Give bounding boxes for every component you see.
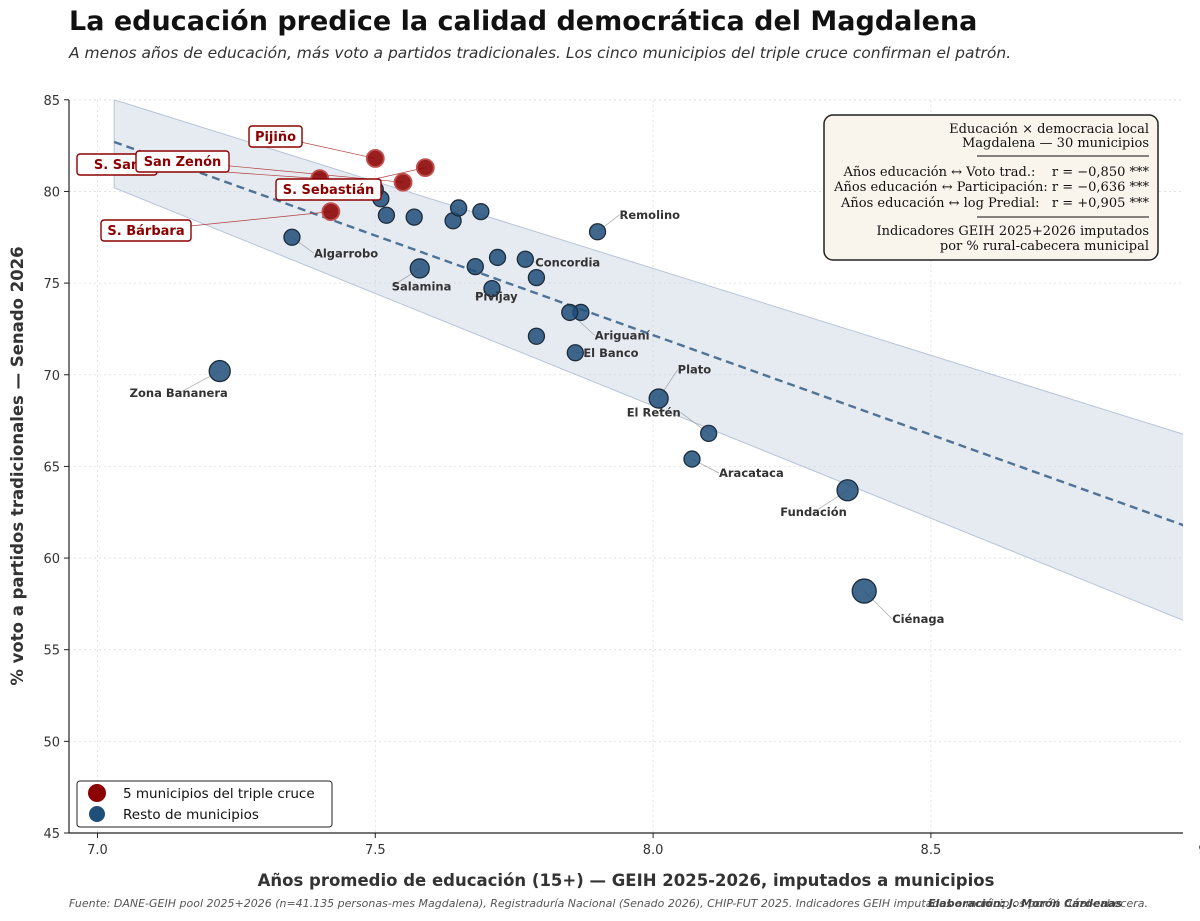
x-tick-labels: 7.07.58.08.59.09.510.010.5 — [87, 833, 1200, 858]
chart-title: La educación predice la calidad democrát… — [69, 6, 978, 37]
x-axis-label: Años promedio de educación (15+) — GEIH … — [258, 871, 995, 890]
grid-lines — [69, 99, 1183, 834]
stats-line-7: por % rural-cabecera municipal — [940, 239, 1149, 254]
legend: 5 municipios del triple cruce Resto de m… — [76, 780, 333, 828]
stats-line-1: Educación × democracia local — [949, 122, 1149, 137]
legend-marker-rest — [89, 806, 105, 822]
y-tick-label: 75 — [43, 277, 60, 292]
point-label: Salamina — [392, 279, 452, 293]
highlight-label-box — [248, 125, 303, 148]
data-point — [683, 450, 701, 468]
highlight-label: San Zenón — [144, 155, 222, 170]
highlight-point — [393, 172, 413, 192]
data-point — [466, 257, 484, 276]
y-tick-label: 70 — [43, 369, 60, 384]
x-tick-label: 8.0 — [643, 843, 664, 858]
point-label: Remolino — [620, 208, 681, 222]
highlight-label-box — [275, 178, 382, 201]
stats-line-3: Años educación ↔ Voto trad.: r = −0,850 … — [843, 165, 1150, 180]
highlight-point — [321, 202, 341, 222]
point-label: El Banco — [583, 346, 638, 360]
point-label: Aracataca — [719, 466, 784, 480]
y-tick-label: 50 — [43, 735, 60, 750]
data-point — [588, 223, 607, 241]
data-point — [527, 327, 546, 345]
credit-text: Elaboración: J. Morón Cárdenas — [928, 897, 1123, 910]
data-point — [472, 202, 490, 221]
point-label: Plato — [678, 363, 712, 377]
data-point — [488, 248, 507, 267]
point-label: Algarrobo — [314, 246, 378, 260]
x-tick-label: 7.0 — [87, 843, 108, 858]
highlight-point — [415, 158, 435, 178]
x-tick-label: 9.0 — [1198, 843, 1200, 858]
data-point — [700, 424, 718, 443]
data-point — [377, 206, 396, 224]
data-point — [561, 303, 579, 322]
point-label: El Retén — [627, 405, 681, 419]
highlight-label-box — [100, 219, 192, 242]
data-point — [283, 228, 301, 246]
legend-label-highlight: 5 municipios del triple cruce — [123, 786, 315, 802]
highlight-label: Pijiño — [255, 130, 296, 145]
y-tick-label: 65 — [43, 460, 60, 475]
data-point — [208, 359, 231, 383]
y-tick-labels: 45 50 55 60 65 70 75 80 85 — [43, 94, 69, 842]
data-point — [409, 258, 430, 279]
data-point — [527, 268, 546, 287]
data-point — [851, 578, 877, 604]
data-point — [405, 208, 423, 226]
y-tick-label: 60 — [43, 552, 60, 567]
highlight-label-box — [135, 150, 230, 173]
highlight-label: S. San — [94, 158, 140, 173]
data-point — [516, 250, 534, 268]
chart-subtitle: A menos años de educación, más voto a pa… — [69, 44, 1012, 62]
y-axis-label: % voto a partidos tradicionales — Senado… — [8, 246, 27, 685]
data-point — [566, 344, 584, 362]
point-label: Ariguaní — [595, 328, 651, 342]
stats-line-4: Años educación ↔ Participación: r = −0,6… — [833, 180, 1149, 195]
source-footnote: Fuente: DANE-GEIH pool 2025+2026 (n=41.1… — [69, 897, 1149, 910]
y-tick-label: 80 — [43, 185, 60, 200]
legend-frame — [76, 780, 333, 828]
point-label: Zona Bananera — [130, 386, 228, 400]
x-tick-label: 8.5 — [921, 843, 942, 858]
stats-box: Educación × democracia local Magdalena —… — [823, 114, 1159, 261]
stats-line-6: Indicadores GEIH 2025+2026 imputados — [876, 224, 1149, 239]
data-point — [483, 279, 501, 298]
regression-line — [113, 140, 1183, 527]
point-labels: PedrazaRemolinoAlgarroboSalaminaConcordi… — [76, 125, 944, 626]
point-label: Pivijay — [475, 290, 518, 304]
data-point — [648, 388, 669, 409]
highlight-label: S. Bárbara — [107, 224, 184, 239]
data-point — [449, 199, 468, 217]
y-tick-label: 55 — [43, 644, 60, 659]
y-tick-label: 85 — [43, 94, 60, 109]
stats-box-frame — [823, 114, 1159, 261]
point-label: Ciénaga — [892, 612, 944, 626]
data-point — [836, 479, 859, 502]
stats-line-2: Magdalena — 30 municipios — [962, 136, 1149, 151]
fit-line-layer — [113, 140, 1183, 527]
point-label: Concordia — [535, 255, 600, 269]
legend-label-rest: Resto de municipios — [123, 807, 259, 823]
highlight-point — [365, 149, 385, 168]
x-tick-label: 7.5 — [365, 843, 386, 858]
stats-line-5: Años educación ↔ log Predial: r = +0,905… — [840, 196, 1149, 211]
legend-marker-highlight — [88, 784, 106, 802]
point-label: Fundación — [780, 505, 847, 519]
highlight-label: S. Sebastián — [283, 183, 375, 198]
y-tick-label: 45 — [43, 827, 60, 842]
